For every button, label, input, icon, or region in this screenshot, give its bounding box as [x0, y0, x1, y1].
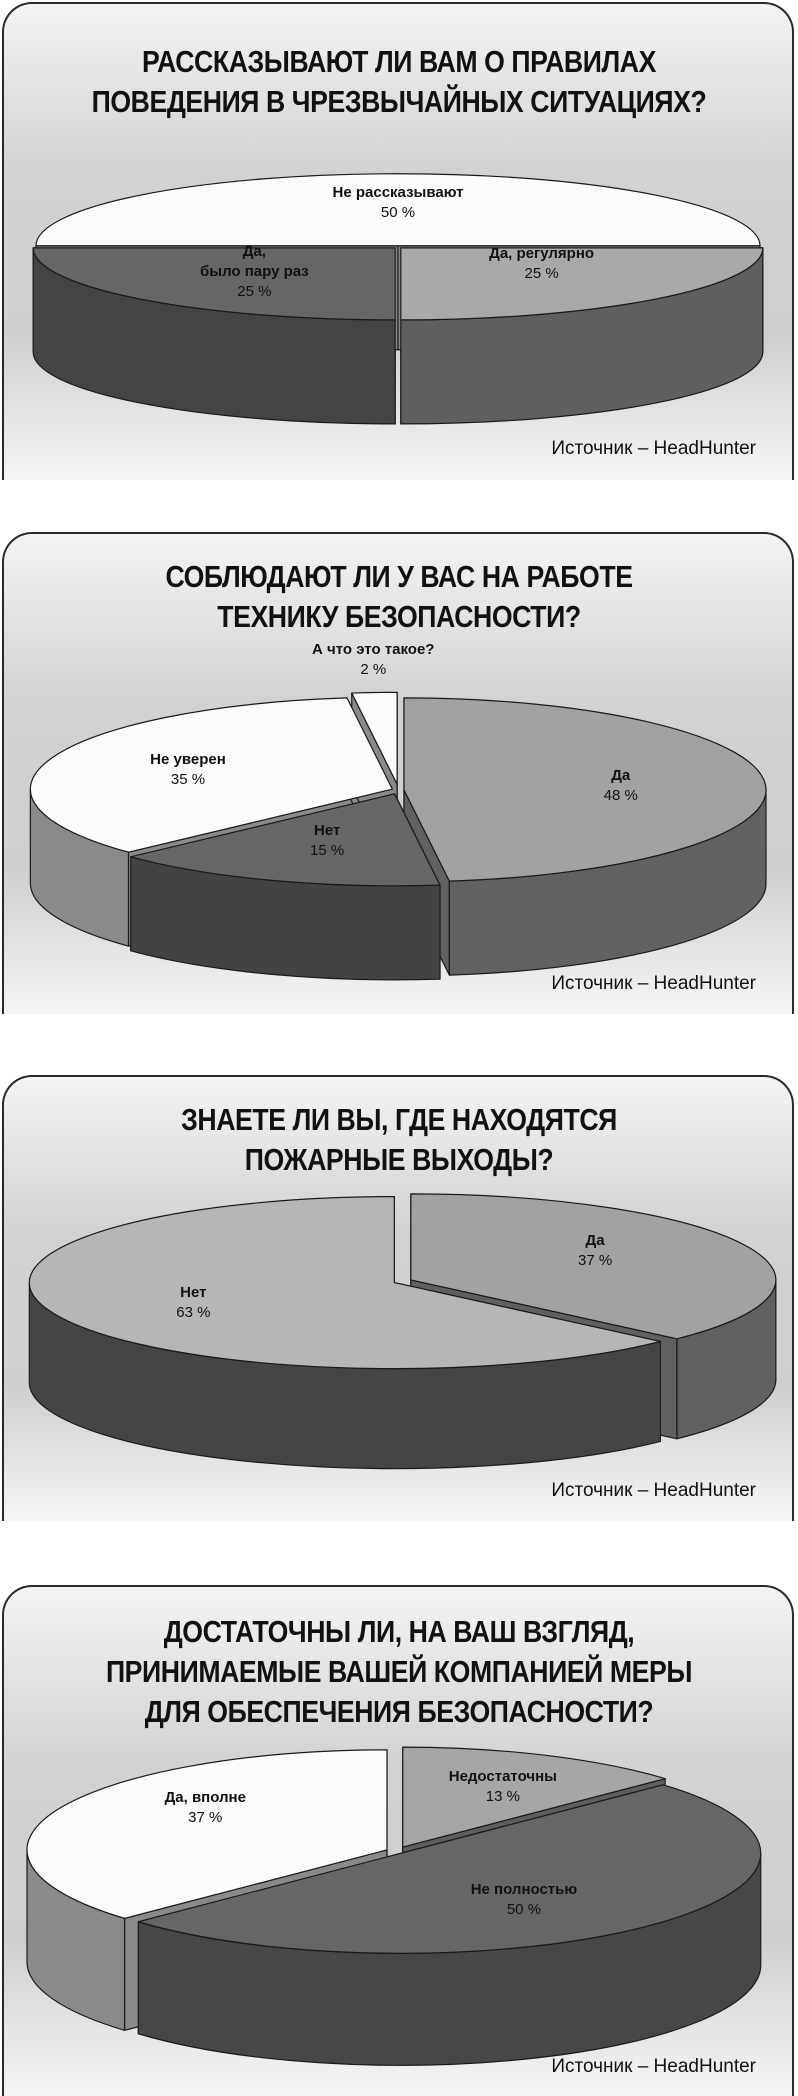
chart-title: ДОСТАТОЧНЫ ЛИ, НА ВАШ ВЗГЛЯД, ПРИНИМАЕМЫЕ… [0, 1612, 798, 1732]
slice-name: Не уверен [150, 751, 226, 769]
pie-slice [137, 1784, 762, 1954]
slice-value: 25 % [237, 282, 272, 300]
pie-slice [32, 247, 396, 321]
pie-slice [400, 247, 764, 321]
slice-label: А что это такое? 2 % [312, 640, 434, 680]
chart-title-line: ПОЖАРНЫЕ ВЫХОДЫ? [244, 1142, 554, 1177]
chart-title-line: ПОВЕДЕНИЯ В ЧРЕЗВЫЧАЙНЫХ СИТУАЦИЯХ? [91, 84, 707, 119]
chart-title-line: РАССКАЗЫВАЮТ ЛИ ВАМ О ПРАВИЛАХ [142, 44, 656, 79]
slice-label: Да, регулярно 25 % [489, 244, 594, 284]
slice-label: Не уверен 35 % [150, 750, 226, 790]
slice-name: Да [585, 1232, 605, 1250]
slice-name: А что это такое? [312, 640, 435, 658]
pie-slice [410, 1193, 777, 1340]
slice-value: 50 % [506, 1900, 542, 1918]
slice-value: 35 % [170, 771, 206, 789]
slice-label: Да 48 % [604, 766, 638, 806]
slice-value: 63 % [176, 1304, 211, 1322]
slice-name: Не рассказывают [332, 184, 464, 202]
slice-label: Нет 15 % [310, 821, 344, 861]
slice-value: 2 % [360, 660, 387, 678]
pie-chart-3 [28, 1193, 777, 1470]
slice-name: Нет [180, 1284, 207, 1302]
source-label: Источник – HeadHunter [551, 438, 756, 459]
slice-name: Не полностью [470, 1880, 578, 1898]
chart-title-line: ТЕХНИКУ БЕЗОПАСНОСТИ? [217, 599, 581, 634]
slice-label: Да, вполне 37 % [165, 1788, 246, 1828]
slice-value: 15 % [310, 842, 345, 860]
pie-slice [403, 697, 767, 882]
slice-name: Нет [313, 822, 341, 840]
chart-title: РАССКАЗЫВАЮТ ЛИ ВАМ О ПРАВИЛАХ ПОВЕДЕНИЯ … [0, 42, 798, 122]
slice-name: Недостаточны [448, 1767, 557, 1785]
slice-value: 37 % [577, 1252, 613, 1270]
slice-value: 50 % [380, 204, 416, 222]
slice-value: 37 % [188, 1809, 223, 1827]
pie-slice [29, 697, 393, 853]
chart-title-line: ПРИНИМАЕМЫЕ ВАШЕЙ КОМПАНИЕЙ МЕРЫ [105, 1654, 693, 1689]
chart-title-line: ДОСТАТОЧНЫ ЛИ, НА ВАШ ВЗГЛЯД, [163, 1614, 635, 1649]
chart-title: СОБЛЮДАЮТ ЛИ У ВАС НА РАБОТЕ ТЕХНИКУ БЕЗО… [0, 557, 798, 637]
slice-value: 48 % [603, 787, 638, 805]
pie-slice [26, 1749, 388, 1919]
source-label: Источник – HeadHunter [551, 1480, 756, 1501]
slice-name: Да, регулярно [489, 244, 595, 262]
slice-name: Да, [242, 242, 266, 260]
slice-label: Не рассказывают 50 % [333, 183, 464, 223]
chart-title-line: ДЛЯ ОБЕСПЕЧЕНИЯ БЕЗОПАСНОСТИ? [144, 1694, 654, 1729]
slice-name: было пару раз [199, 262, 309, 280]
slice-label: Да 37 % [578, 1231, 612, 1271]
chart-title-line: ЗНАЕТЕ ЛИ ВЫ, ГДЕ НАХОДЯТСЯ [181, 1102, 617, 1137]
slice-label: Да, было пару раз 25 % [200, 242, 309, 302]
slice-label: Нет 63 % [176, 1283, 210, 1323]
pie-slice [130, 793, 441, 887]
slice-label: Недостаточны 13 % [449, 1767, 557, 1807]
chart-title: ЗНАЕТЕ ЛИ ВЫ, ГДЕ НАХОДЯТСЯ ПОЖАРНЫЕ ВЫХО… [0, 1100, 798, 1180]
slice-label: Не полностью 50 % [471, 1880, 577, 1920]
pie-chart-1 [32, 173, 764, 425]
slice-name: Да [611, 767, 631, 785]
pie-chart-2 [29, 691, 767, 981]
pie-slice [402, 1746, 666, 1848]
slice-value: 13 % [485, 1787, 520, 1805]
pie-slice [35, 173, 761, 247]
pie-chart-4 [26, 1746, 762, 2066]
slice-value: 25 % [524, 264, 559, 282]
source-label: Источник – HeadHunter [551, 973, 756, 994]
source-label: Источник – HeadHunter [551, 2056, 756, 2077]
pie-slice [351, 691, 398, 785]
chart-title-line: СОБЛЮДАЮТ ЛИ У ВАС НА РАБОТЕ [165, 559, 633, 594]
slice-name: Да, вполне [164, 1789, 246, 1807]
pie-slice [28, 1196, 662, 1370]
